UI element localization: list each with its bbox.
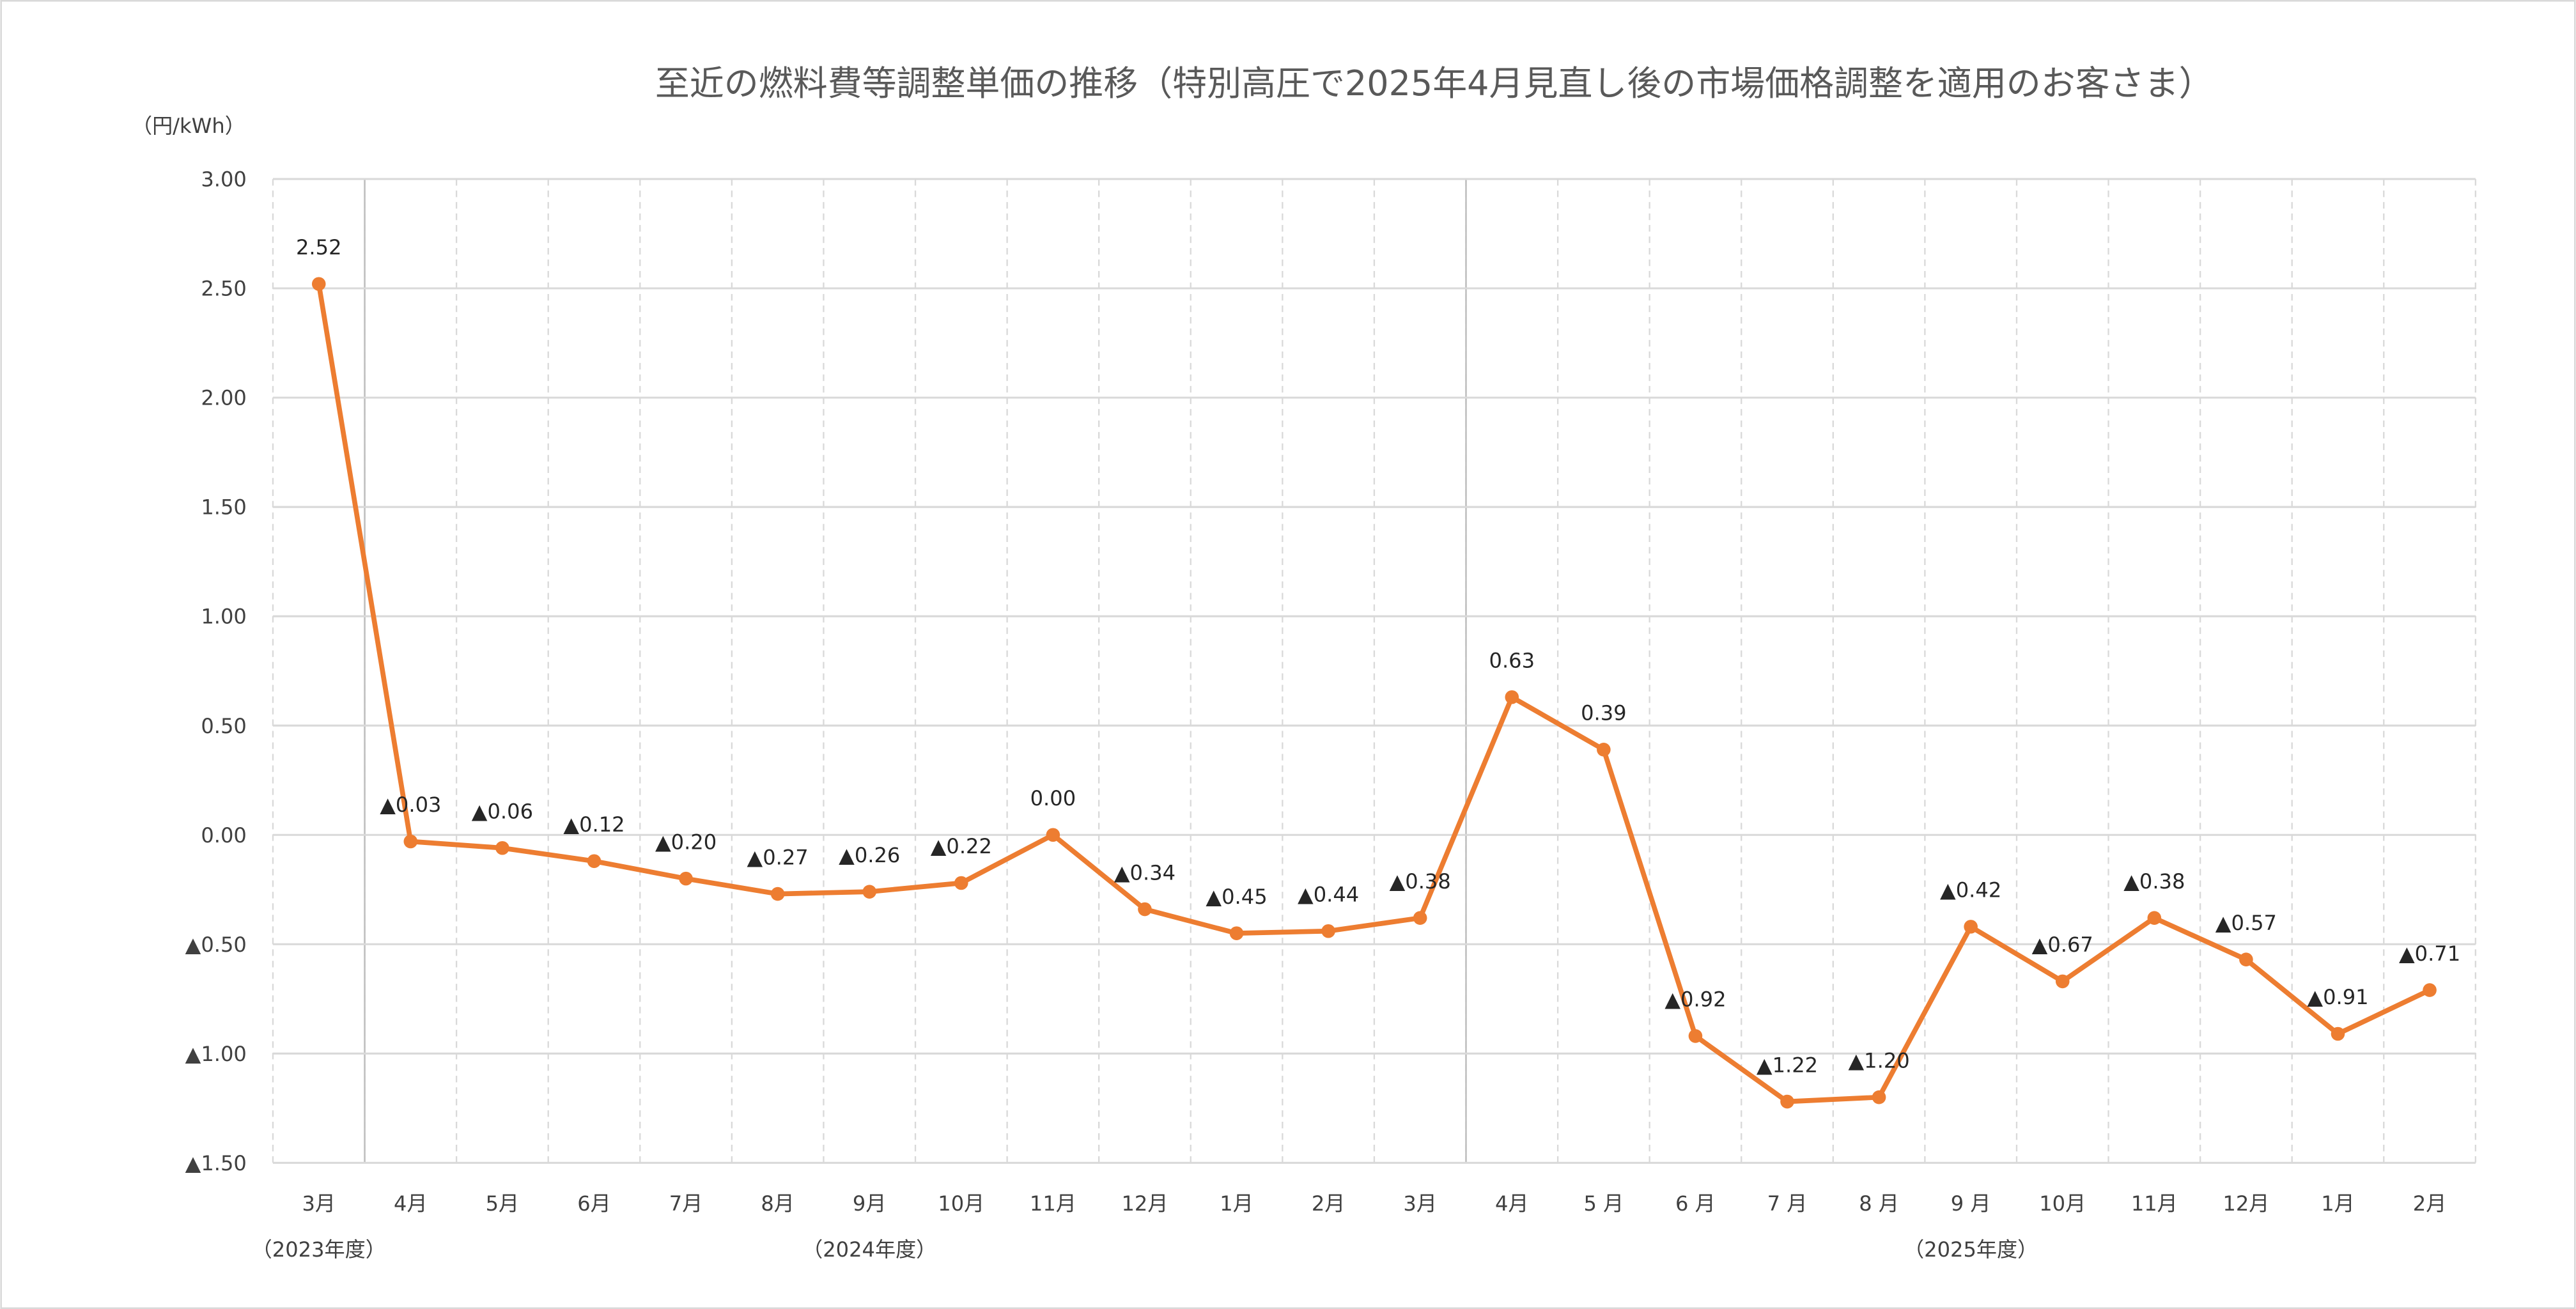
data-label: 0.63 [1489,648,1535,672]
data-point [2331,1026,2345,1041]
data-label: ▲0.71 [2399,941,2460,966]
y-tick-label: 2.00 [201,386,247,410]
x-tick-label: 10月 [2039,1191,2086,1216]
data-label: 0.39 [1581,701,1627,725]
data-point [770,887,785,901]
data-label: ▲0.27 [747,845,809,869]
y-tick-label: 1.00 [201,605,247,629]
data-point [1688,1029,1703,1043]
data-point [1872,1090,1886,1104]
fiscal-year-label: （2024年度） [802,1237,936,1262]
data-point [2423,983,2437,997]
x-tick-label: 7月 [669,1191,703,1216]
data-label: ▲0.91 [2307,985,2368,1009]
data-label: ▲1.20 [1848,1048,1909,1073]
y-axis-unit-label: （円/kWh） [132,114,245,138]
x-tick-label: 3月 [1403,1191,1437,1216]
data-label: 0.00 [1030,786,1076,810]
x-tick-label: 4月 [394,1191,428,1216]
x-tick-label: 5 月 [1583,1191,1624,1216]
data-label: ▲0.06 [472,800,533,824]
x-tick-label: 11月 [1030,1191,1076,1216]
x-tick-label: 1月 [2321,1191,2355,1216]
x-tick-label: 4月 [1495,1191,1529,1216]
data-point [1597,743,1611,757]
data-label: ▲0.38 [2123,869,2185,894]
data-point [1964,920,1978,934]
y-tick-label: 2.50 [201,277,247,301]
x-tick-label: 6 月 [1675,1191,1716,1216]
data-point [1780,1094,1794,1109]
y-tick-label: 0.00 [201,823,247,848]
y-tick-label: 1.50 [201,495,247,520]
data-label: ▲0.92 [1664,988,1726,1012]
data-label: ▲0.44 [1298,882,1359,906]
data-label: 2.52 [296,235,342,259]
x-tick-label: 11月 [2131,1191,2178,1216]
data-point [587,854,601,869]
data-point [1229,926,1244,940]
data-point [311,277,326,291]
data-point [679,871,693,886]
y-tick-label: 0.50 [201,714,247,738]
data-label: ▲1.22 [1757,1053,1818,1077]
x-tick-label: 1月 [1220,1191,1253,1216]
data-point [1321,924,1335,938]
chart-title: 至近の燃料費等調整単価の推移（特別高圧で2025年4月見直し後の市場価格調整を適… [655,63,2214,104]
x-tick-label: 2月 [2413,1191,2447,1216]
x-tick-label: 8月 [761,1191,795,1216]
x-tick-label: 7 月 [1767,1191,1808,1216]
data-label: ▲0.12 [563,812,625,837]
fiscal-year-label: （2023年度） [252,1237,386,1262]
data-point [2055,974,2070,989]
data-label: ▲0.67 [2032,933,2093,957]
series-line [316,283,2431,1104]
data-point [1138,902,1152,917]
data-point [1046,828,1060,842]
x-tick-label: 8 月 [1859,1191,1899,1216]
x-tick-label: 3月 [302,1191,336,1216]
data-label: ▲0.20 [655,830,717,854]
data-label: ▲0.22 [931,834,992,858]
data-point [2147,911,2162,926]
data-label: ▲0.45 [1206,885,1267,909]
data-point [1413,911,1427,926]
data-point [495,840,509,855]
x-tick-label: 9 月 [1951,1191,1991,1216]
data-label: ▲0.38 [1390,869,1451,894]
data-label: ▲0.42 [1940,878,2001,902]
data-point [954,876,968,890]
data-label: ▲0.26 [839,843,900,867]
x-tick-label: 2月 [1312,1191,1346,1216]
data-point [862,885,877,899]
data-label: ▲0.34 [1114,860,1175,885]
fiscal-year-label: （2025年度） [1904,1237,2038,1262]
x-tick-label: 6月 [577,1191,611,1216]
x-tick-label: 12月 [1121,1191,1168,1216]
x-tick-label: 12月 [2223,1191,2269,1216]
y-tick-label: ▲0.50 [185,933,247,957]
x-tick-label: 9月 [853,1191,887,1216]
y-tick-label: 3.00 [201,167,247,192]
y-tick-label: ▲1.50 [185,1151,247,1175]
data-label: ▲0.03 [380,793,441,817]
x-tick-label: 5月 [486,1191,520,1216]
y-tick-label: ▲1.00 [185,1042,247,1066]
data-point [2239,952,2253,966]
data-point [403,834,418,849]
data-point [1505,690,1519,704]
data-label: ▲0.57 [2215,911,2277,935]
x-tick-label: 10月 [938,1191,984,1216]
